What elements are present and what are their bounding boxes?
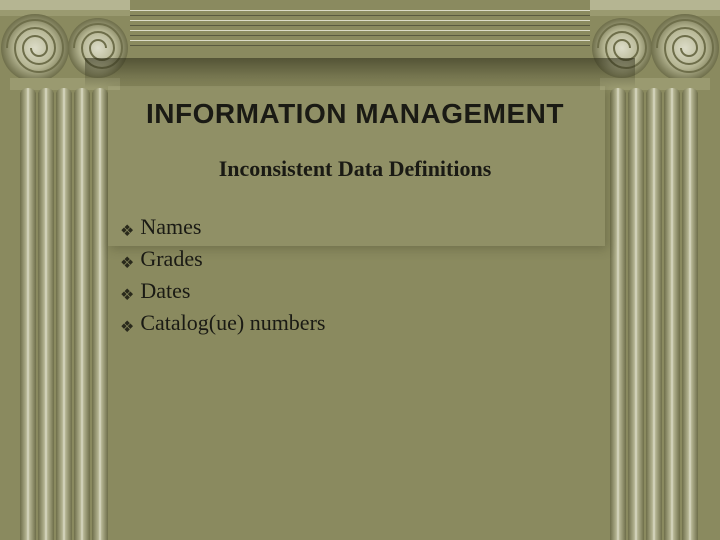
slide-subtitle: Inconsistent Data Definitions <box>110 156 600 182</box>
bullet-text: Names <box>140 214 201 240</box>
bullet-text: Dates <box>140 278 190 304</box>
entablature <box>130 10 590 58</box>
pillar-right <box>610 88 700 540</box>
bullet-list: ❖ Names ❖ Grades ❖ Dates ❖ Catalog(ue) n… <box>120 214 600 336</box>
diamond-bullet-icon: ❖ <box>120 320 134 336</box>
entablature-shadow <box>85 58 635 88</box>
diamond-bullet-icon: ❖ <box>120 288 134 304</box>
list-item: ❖ Catalog(ue) numbers <box>120 310 600 336</box>
slide-title: INFORMATION MANAGEMENT <box>110 98 600 130</box>
list-item: ❖ Grades <box>120 246 600 272</box>
pillar-left <box>20 88 110 540</box>
bullet-text: Catalog(ue) numbers <box>140 310 325 336</box>
slide-content: INFORMATION MANAGEMENT Inconsistent Data… <box>110 90 600 342</box>
diamond-bullet-icon: ❖ <box>120 224 134 240</box>
diamond-bullet-icon: ❖ <box>120 256 134 272</box>
list-item: ❖ Names <box>120 214 600 240</box>
bullet-text: Grades <box>140 246 202 272</box>
list-item: ❖ Dates <box>120 278 600 304</box>
